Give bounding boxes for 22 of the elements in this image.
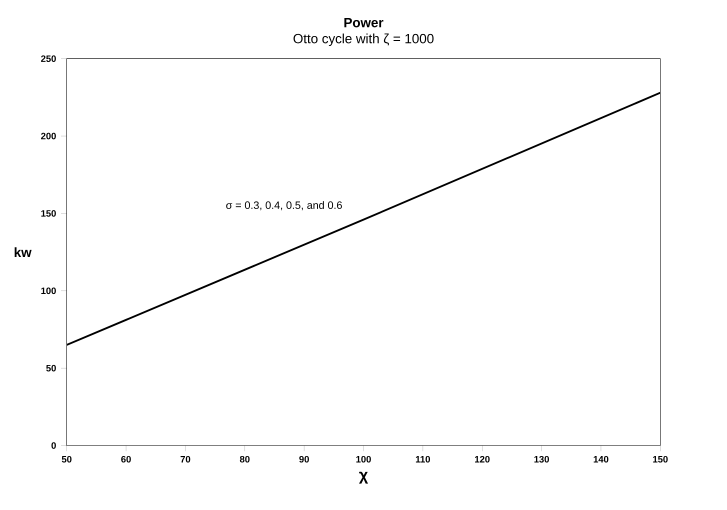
y-tick-label: 250	[41, 56, 56, 62]
y-tick-label: 100	[41, 288, 56, 294]
y-tick-label: 150	[41, 210, 56, 217]
x-tick-label: 90	[299, 456, 309, 463]
x-tick-label: 110	[416, 456, 430, 463]
x-tick-label: 150	[653, 456, 668, 463]
x-tick-label: 140	[594, 456, 608, 463]
x-axis-title: χ	[359, 472, 368, 484]
y-tick-label: 200	[41, 132, 56, 140]
y-tick-label: 0	[51, 442, 56, 450]
x-tick-label: 80	[240, 456, 250, 463]
x-tick-label: 50	[62, 456, 72, 463]
x-tick-label: 70	[180, 456, 190, 463]
x-tick-label: 100	[356, 456, 371, 463]
chart-subtitle: Otto cycle with ζ = 1000	[294, 34, 434, 46]
x-tick-label: 120	[475, 456, 490, 463]
chart-title: Power	[344, 18, 384, 28]
y-axis-title: kw	[14, 247, 32, 258]
y-tick-label: 50	[46, 365, 56, 372]
x-tick-label: 130	[534, 456, 549, 463]
annotation: σ = 0.3, 0.4, 0.5, and 0.6	[226, 201, 342, 210]
x-tick-label: 60	[121, 456, 131, 463]
